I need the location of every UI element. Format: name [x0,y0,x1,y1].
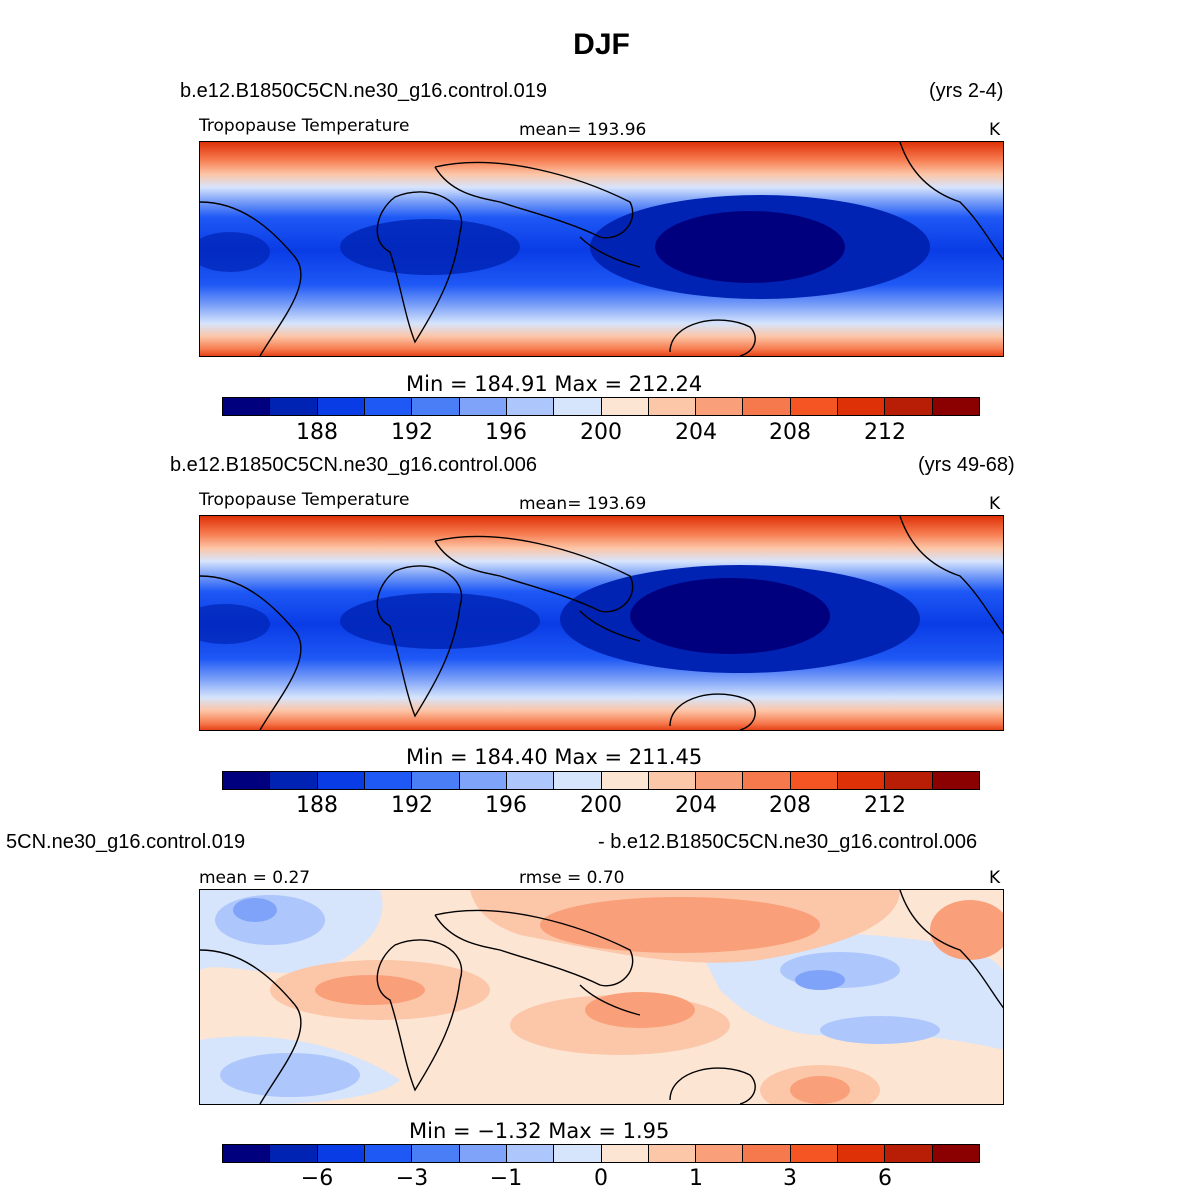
panel1-variable: Tropopause Temperature [199,116,410,136]
colorbar-tick-label: 208 [769,420,811,445]
colorbar-swatch [317,398,365,415]
colorbar-swatch [459,398,507,415]
panel2-stats: Min = 184.40 Max = 211.45 [406,745,703,769]
colorbar-swatch [223,772,271,789]
colorbar-swatch [364,772,413,789]
colorbar-swatch [459,772,507,789]
panel3-case-right: - b.e12.B1850C5CN.ne30_g16.control.006 [598,831,978,853]
panel3-stats: Min = −1.32 Max = 1.95 [409,1119,670,1143]
colorbar-tick-label: 1 [689,1166,703,1191]
colorbar-swatch [838,398,886,415]
panel2-colorbar [222,771,980,790]
colorbar-swatch [317,772,365,789]
panel2-variable: Tropopause Temperature [199,490,410,510]
colorbar-swatch [223,398,271,415]
colorbar-swatch [885,398,933,415]
colorbar-swatch [696,1145,744,1162]
colorbar-tick-label: 196 [485,793,527,818]
colorbar-tick-label: 188 [296,793,338,818]
panel2-map [199,515,1004,731]
colorbar-swatch [601,772,649,789]
panel3-units: K [989,868,1001,888]
colorbar-tick-label: 212 [864,793,906,818]
colorbar-swatch [932,1145,979,1162]
colorbar-swatch [270,772,318,789]
colorbar-swatch [790,1145,839,1162]
colorbar-tick-label: 192 [391,793,433,818]
panel3-map [199,889,1004,1105]
colorbar-tick-label: 192 [391,420,433,445]
colorbar-tick-label: 6 [878,1166,892,1191]
figure-title: DJF [573,28,630,61]
colorbar-swatch [506,772,555,789]
colorbar-swatch [506,1145,555,1162]
panel1-years: (yrs 2-4) [929,80,1004,102]
panel1-map [199,141,1004,357]
colorbar-tick-label: −6 [300,1166,334,1191]
colorbar-swatch [838,1145,886,1162]
colorbar-swatch [554,398,602,415]
colorbar-tick-label: 200 [580,420,622,445]
panel2-case-name: b.e12.B1850C5CN.ne30_g16.control.006 [170,454,537,476]
colorbar-swatch [932,398,979,415]
colorbar-swatch [412,1145,460,1162]
colorbar-swatch [648,1145,697,1162]
colorbar-swatch [364,398,413,415]
colorbar-swatch [885,1145,933,1162]
panel2-mean: mean= 193.69 [519,494,647,514]
colorbar-swatch [648,772,697,789]
colorbar-swatch [696,772,744,789]
colorbar-swatch [648,398,697,415]
colorbar-tick-label: 200 [580,793,622,818]
colorbar-swatch [554,1145,602,1162]
colorbar-swatch [932,772,979,789]
colorbar-swatch [506,398,555,415]
colorbar-swatch [743,772,791,789]
colorbar-tick-label: 208 [769,793,811,818]
colorbar-swatch [270,1145,318,1162]
panel1-stats: Min = 184.91 Max = 212.24 [406,372,703,396]
colorbar-swatch [364,1145,413,1162]
panel3-rmse: rmse = 0.70 [519,868,625,888]
panel3-case-left: 5CN.ne30_g16.control.019 [6,831,246,853]
panel2-years: (yrs 49-68) [918,454,1015,476]
colorbar-swatch [696,398,744,415]
colorbar-tick-label: 0 [594,1166,608,1191]
colorbar-swatch [459,1145,507,1162]
colorbar-swatch [743,398,791,415]
panel1-colorbar [222,397,980,416]
panel2-units: K [989,494,1001,514]
panel3-mean: mean = 0.27 [199,868,311,888]
colorbar-swatch [554,772,602,789]
colorbar-tick-label: 212 [864,420,906,445]
colorbar-swatch [838,772,886,789]
colorbar-swatch [790,772,839,789]
colorbar-swatch [885,772,933,789]
panel1-case-name: b.e12.B1850C5CN.ne30_g16.control.019 [180,80,547,102]
colorbar-tick-label: 3 [783,1166,797,1191]
colorbar-swatch [790,398,839,415]
colorbar-tick-label: 204 [675,420,717,445]
colorbar-swatch [601,1145,649,1162]
colorbar-tick-label: 204 [675,793,717,818]
colorbar-tick-label: −3 [395,1166,429,1191]
colorbar-tick-label: 188 [296,420,338,445]
panel1-units: K [989,120,1001,140]
colorbar-swatch [412,772,460,789]
colorbar-swatch [223,1145,271,1162]
colorbar-swatch [270,398,318,415]
colorbar-swatch [412,398,460,415]
panel3-colorbar [222,1144,980,1163]
colorbar-swatch [317,1145,365,1162]
colorbar-swatch [601,398,649,415]
panel1-mean: mean= 193.96 [519,120,647,140]
colorbar-tick-label: −1 [489,1166,523,1191]
colorbar-swatch [743,1145,791,1162]
colorbar-tick-label: 196 [485,420,527,445]
